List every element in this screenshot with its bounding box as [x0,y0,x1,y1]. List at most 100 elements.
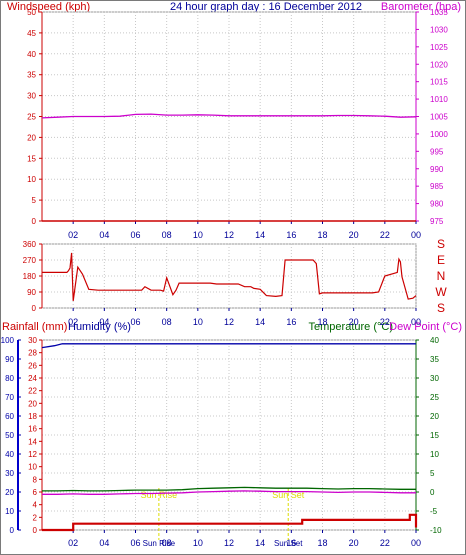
dewpoint-axis-title: Dew Point (°C) [389,321,462,333]
direction-xtick-label: 12 [224,317,234,327]
humidity-ytick-label: 10 [5,507,14,516]
temperature-ytick-label: 10 [430,450,439,459]
windspeed-ytick-label: 20 [27,133,36,142]
barometer-line [41,113,417,119]
rainfall-ytick-label: 22 [28,387,37,396]
direction-xtick-label: 02 [68,317,78,327]
temp-xtick-label: 00 [411,538,421,548]
sun-marker-axis-label: Sun Set [274,539,303,548]
direction-xtick-label: 22 [380,317,390,327]
barometer-ytick-label: 1025 [430,43,448,52]
temperature-axis-title: Temperature (°C) [309,321,393,333]
wind-direction-line [42,252,417,301]
barometer-axis-title: Barometer (hpa) [381,1,461,13]
temperature-ytick-label: 0 [430,488,435,497]
wind-baro-xtick-label: 12 [224,230,234,240]
rainfall-ytick-label: 14 [28,437,37,446]
direction-xtick-label: 04 [99,317,109,327]
temp-xtick-label: 04 [99,538,109,548]
temp-xtick-label: 18 [317,538,327,548]
rainfall-ytick-label: 30 [28,336,37,345]
barometer-ytick-label: 980 [430,200,444,209]
temperature-ytick-label: 30 [430,374,439,383]
windspeed-ytick-label: 40 [27,50,36,59]
rainfall-ytick-label: 28 [28,349,37,358]
temp-xtick-label: 06 [130,538,140,548]
humidity-line [41,343,416,349]
compass-label: W [435,285,447,299]
windspeed-ytick-label: 25 [27,113,36,122]
rainfall-ytick-label: 0 [33,526,38,535]
direction-ytick-label: 270 [23,256,37,265]
direction-ytick-label: 90 [27,288,36,297]
rainfall-ytick-label: 12 [28,450,37,459]
barometer-ytick-label: 1035 [430,8,448,17]
sun-marker-axis-label: Sun Rise [143,539,176,548]
rainfall-line [42,513,418,532]
temp-xtick-label: 10 [193,538,203,548]
dewpoint-line [42,490,416,495]
direction-xtick-label: 20 [349,317,359,327]
wind-baro-xtick-label: 14 [255,230,265,240]
barometer-ytick-label: 1005 [430,113,448,122]
windspeed-axis-title: Windspeed (kph) [7,1,90,13]
temp-xtick-label: 22 [380,538,390,548]
direction-xtick-label: 00 [411,317,421,327]
sun-marker-label: Sun Set [272,490,305,500]
windspeed-ytick-label: 35 [27,71,36,80]
direction-xtick-label: 14 [255,317,265,327]
rainfall-axis-title: Rainfall (mm) [2,321,67,333]
windspeed-ytick-label: 45 [27,29,36,38]
compass-label: N [437,269,446,283]
direction-xtick-label: 10 [193,317,203,327]
compass-label: E [437,253,445,267]
windspeed-ytick-label: 0 [32,217,37,226]
temperature-ytick-label: 20 [430,412,439,421]
wind-baro-xtick-label: 02 [68,230,78,240]
direction-xtick-label: 18 [317,317,327,327]
temp-xtick-label: 14 [255,538,265,548]
humidity-ytick-label: 0 [10,526,15,535]
temperature-ytick-label: 40 [430,336,439,345]
wind-baro-xtick-label: 16 [286,230,296,240]
chart-title: 24 hour graph day : 16 December 2012 [170,1,362,13]
temperature-ytick-label: 25 [430,393,439,402]
temp-xtick-label: 08 [162,538,172,548]
humidity-ytick-label: 60 [5,412,14,421]
temp-xtick-label: 12 [224,538,234,548]
windspeed-ytick-label: 5 [32,196,37,205]
compass-label: S [437,301,445,315]
humidity-ytick-label: 30 [5,469,14,478]
wind-baro-xtick-label: 22 [380,230,390,240]
rainfall-ytick-label: 2 [33,513,38,522]
barometer-ytick-label: 1010 [430,95,448,104]
temp-xtick-label: 20 [349,538,359,548]
wind-baro-xtick-label: 00 [411,230,421,240]
temperature-ytick-label: 15 [430,431,439,440]
windspeed-ytick-label: 50 [27,8,36,17]
wind-baro-xtick-label: 08 [162,230,172,240]
direction-xtick-label: 06 [130,317,140,327]
direction-ytick-label: 0 [32,304,37,313]
wind-baro-xtick-label: 18 [317,230,327,240]
barometer-ytick-label: 975 [430,217,444,226]
temperature-ytick-label: -10 [430,526,442,535]
windspeed-ytick-label: 15 [27,154,36,163]
barometer-ytick-label: 1020 [430,60,448,69]
humidity-ytick-label: 40 [5,450,14,459]
humidity-ytick-label: 90 [5,355,14,364]
temperature-line [42,486,416,492]
sun-marker-label: Sun Rise [141,490,178,500]
humidity-ytick-label: 50 [5,431,14,440]
humidity-ytick-label: 80 [5,374,14,383]
compass-label: S [437,237,445,251]
rainfall-ytick-label: 10 [28,463,37,472]
direction-xtick-label: 08 [162,317,172,327]
humidity-ytick-label: 100 [1,336,15,345]
rainfall-ytick-label: 4 [33,501,38,510]
barometer-ytick-label: 990 [430,165,444,174]
windspeed-ytick-label: 10 [27,175,36,184]
wind-baro-xtick-label: 04 [99,230,109,240]
humidity-ytick-label: 20 [5,488,14,497]
